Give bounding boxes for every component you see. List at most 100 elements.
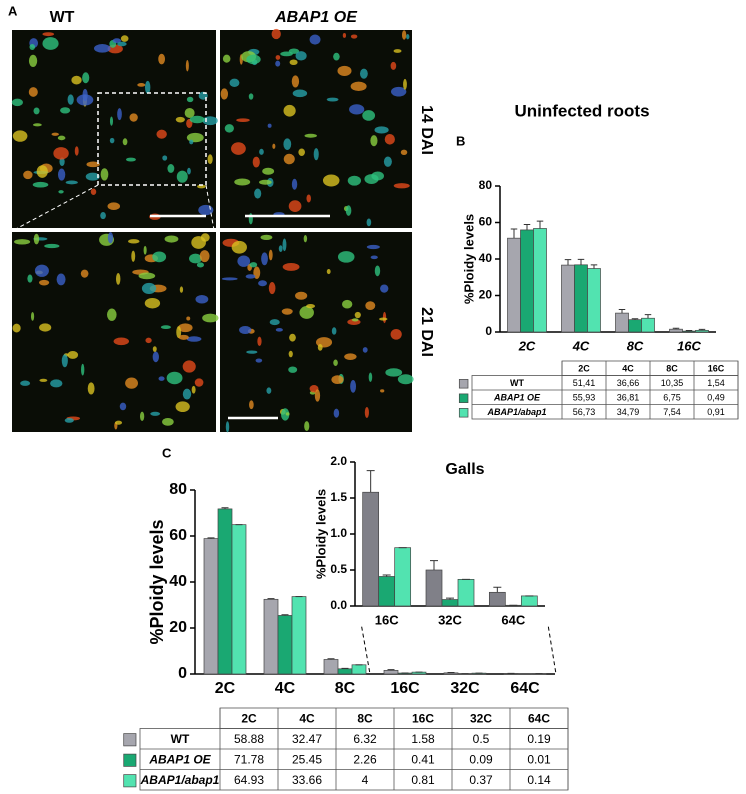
image-blob <box>115 420 123 425</box>
image-blob <box>292 89 308 98</box>
image-blob <box>345 205 352 216</box>
inset-zoom-line <box>544 605 557 675</box>
bar <box>351 664 367 675</box>
image-blob <box>152 346 157 352</box>
inset-zoom-line <box>357 605 371 675</box>
x-tick-label: 8C <box>335 680 356 697</box>
bar <box>628 319 642 333</box>
image-blob <box>337 251 355 263</box>
image-blob <box>143 245 147 255</box>
legend-swatch <box>458 408 469 418</box>
y-tick-label: 20 <box>169 619 187 636</box>
image-blob <box>28 54 38 67</box>
bar <box>488 591 506 607</box>
image-blob <box>119 402 127 411</box>
image-label: ABAP1 OE <box>274 9 358 26</box>
table-value: 1.58 <box>411 732 435 746</box>
y-tick-label: 0 <box>178 665 187 682</box>
bar <box>682 330 696 333</box>
image-blob <box>127 239 140 244</box>
image-blob <box>289 333 296 342</box>
image-blob <box>189 253 202 264</box>
bar <box>362 491 380 607</box>
image-blob <box>186 132 204 143</box>
image-blob <box>283 138 292 150</box>
image-blob <box>347 175 362 186</box>
image-blob <box>397 374 414 385</box>
y-axis-label: %Ploidy levels <box>461 214 476 304</box>
image-blob <box>162 155 168 161</box>
image-blob <box>390 328 402 340</box>
image-blob <box>326 97 339 102</box>
image-blob <box>195 294 209 304</box>
table-value: 55,93 <box>573 393 596 403</box>
image-blob <box>57 168 66 181</box>
image-blob <box>288 366 298 373</box>
image-blob <box>32 123 42 127</box>
x-tick-label: 4C <box>275 680 296 697</box>
error-bar <box>510 228 518 239</box>
table-value: 6,75 <box>663 393 681 403</box>
image-blob <box>42 32 55 37</box>
x-tick-label: 64C <box>510 680 540 697</box>
image-blob <box>337 65 352 76</box>
image-blob <box>271 28 281 40</box>
error-bar <box>493 586 502 593</box>
image-blob <box>100 168 109 181</box>
image-blob <box>178 334 189 340</box>
x-tick-label: 32C <box>450 680 480 697</box>
y-tick-label: 0.5 <box>330 562 347 576</box>
table-value: 0.5 <box>473 732 490 746</box>
table-value: 36,81 <box>617 393 640 403</box>
image-blob <box>176 170 188 183</box>
zoom-line <box>205 184 215 231</box>
legend-swatch <box>123 733 137 747</box>
error-bar <box>281 614 289 616</box>
image-blob <box>350 81 367 92</box>
table-value: 7,54 <box>663 407 681 417</box>
bar <box>615 312 629 333</box>
image-blob <box>20 380 31 386</box>
image-blob <box>282 262 300 271</box>
chart-title: Galls <box>445 461 484 478</box>
table-header: 4C <box>299 711 315 725</box>
x-tick-label: 16C <box>390 680 420 697</box>
error-bar <box>327 658 335 660</box>
image-blob <box>30 311 35 321</box>
x-tick-label: 32C <box>438 612 462 627</box>
error-bar <box>207 537 215 539</box>
image-blob <box>380 284 389 293</box>
image-blob <box>86 161 100 168</box>
bar <box>263 598 279 675</box>
image-blob <box>288 200 302 212</box>
image-blob <box>220 88 229 100</box>
image-blob <box>150 411 161 416</box>
panel-label: C <box>162 445 172 460</box>
image-blob <box>115 273 121 285</box>
error-bar <box>387 669 395 671</box>
image-blob <box>261 252 268 266</box>
micrograph <box>12 30 216 228</box>
image-blob <box>164 235 179 243</box>
image-blob <box>39 378 48 382</box>
image-blob <box>282 238 287 252</box>
image-blob <box>359 68 368 79</box>
image-blob <box>60 107 71 114</box>
image-blob <box>100 211 106 220</box>
image-blob <box>258 280 267 287</box>
image-blob <box>283 153 295 165</box>
table-value: 6.32 <box>353 732 377 746</box>
image-blob <box>117 108 122 121</box>
table-value: 0,49 <box>707 393 725 403</box>
image-blob <box>354 311 361 319</box>
table-header: 8C <box>357 711 373 725</box>
table-value: 2.26 <box>353 752 377 766</box>
image-blob <box>186 336 202 342</box>
x-tick-label: 16C <box>677 338 701 353</box>
image-blob <box>23 170 33 180</box>
bar <box>383 670 399 675</box>
bar <box>641 317 655 333</box>
image-blob <box>269 319 280 326</box>
panel-label: B <box>456 133 465 148</box>
image-blob <box>400 149 408 156</box>
